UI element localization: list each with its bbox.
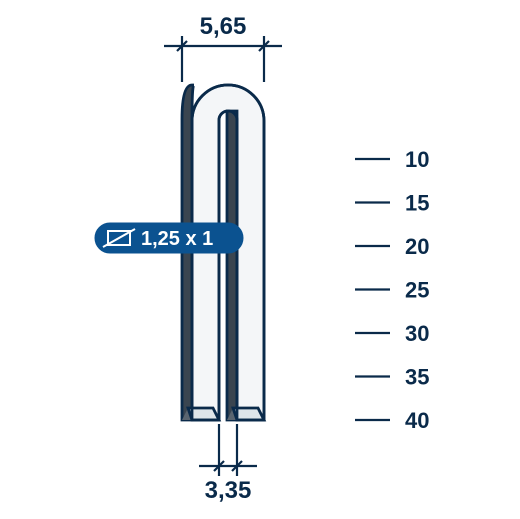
staple-diagram: 5,65 3,35 10 15 20 25 30 35 40 1,25 x 1	[0, 0, 520, 519]
length-tick-label: 20	[405, 234, 429, 259]
top-width-label: 5,65	[200, 13, 247, 40]
length-tick-label: 30	[405, 321, 429, 346]
bottom-width-dimension: 3,35	[199, 424, 257, 504]
top-width-dimension: 5,65	[164, 13, 282, 82]
length-tick-label: 25	[405, 278, 429, 303]
length-scale: 10 15 20 25 30 35 40	[355, 147, 429, 433]
length-tick-label: 15	[405, 191, 429, 216]
length-tick-label: 35	[405, 365, 429, 390]
length-tick-label: 40	[405, 408, 429, 433]
bottom-width-label: 3,35	[205, 477, 252, 504]
length-tick-label: 10	[405, 147, 429, 172]
wire-size-label: 1,25 x 1	[141, 228, 213, 250]
wire-size-badge: 1,25 x 1	[95, 223, 243, 253]
